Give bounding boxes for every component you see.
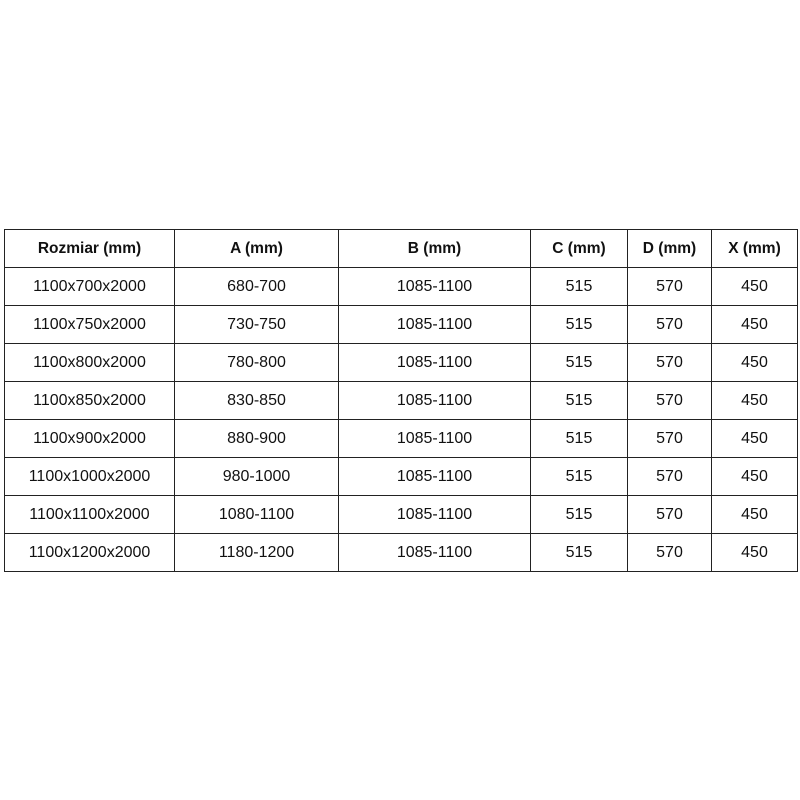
table-row: 1100x700x2000 680-700 1085-1100 515 570 450 [4,267,798,306]
table-row: 1100x850x2000 830-850 1085-1100 515 570 450 [4,381,798,420]
header-row: Rozmiar (mm) A (mm) B (mm) C (mm) D (mm) X (m… [4,229,798,268]
table-row: 1100x800x2000 780-800 1085-1100 515 570 450 [4,343,798,382]
table-cell: 515 [530,495,628,534]
table-row: 1100x750x2000 730-750 1085-1100 515 570 450 [4,305,798,344]
table-cell: 450 [711,267,798,306]
table-cell: 570 [627,533,712,572]
table-row: 1100x1100x2000 1080-1100 1085-1100 515 570 45… [4,495,798,534]
table-cell: 570 [627,343,712,382]
table-cell: 450 [711,457,798,496]
table-cell: 1100x1200x2000 [4,533,175,572]
table-cell: 515 [530,343,628,382]
column-header: A (mm) [174,229,339,268]
table-cell: 1085-1100 [338,305,531,344]
table-cell: 1100x1000x2000 [4,457,175,496]
table-cell: 515 [530,267,628,306]
table-cell: 570 [627,305,712,344]
column-header: B (mm) [338,229,531,268]
dimensions-table: Rozmiar (mm) A (mm) B (mm) C (mm) D (mm) X (m… [4,229,798,572]
table-cell: 450 [711,381,798,420]
table-cell: 730-750 [174,305,339,344]
table-cell: 1085-1100 [338,495,531,534]
table-row: 1100x1200x2000 1180-1200 1085-1100 515 570 45… [4,533,798,572]
table-cell: 515 [530,419,628,458]
column-header: C (mm) [530,229,628,268]
table-cell: 1085-1100 [338,381,531,420]
table-row: 1100x900x2000 880-900 1085-1100 515 570 450 [4,419,798,458]
table-cell: 1085-1100 [338,533,531,572]
table-cell: 1100x700x2000 [4,267,175,306]
table-cell: 880-900 [174,419,339,458]
table-cell: 570 [627,419,712,458]
table-cell: 450 [711,343,798,382]
table-row: 1100x1000x2000 980-1000 1085-1100 515 570 450 [4,457,798,496]
table-cell: 515 [530,381,628,420]
table-cell: 450 [711,305,798,344]
table-cell: 1085-1100 [338,457,531,496]
table-cell: 1100x800x2000 [4,343,175,382]
table-cell: 830-850 [174,381,339,420]
table-cell: 1085-1100 [338,419,531,458]
table-cell: 1100x750x2000 [4,305,175,344]
table-cell: 1080-1100 [174,495,339,534]
table-cell: 515 [530,533,628,572]
column-header: D (mm) [627,229,712,268]
table-cell: 1180-1200 [174,533,339,572]
table-cell: 1085-1100 [338,267,531,306]
table-cell: 570 [627,381,712,420]
table-cell: 450 [711,495,798,534]
table-cell: 570 [627,457,712,496]
table-cell: 780-800 [174,343,339,382]
table-cell: 1100x1100x2000 [4,495,175,534]
column-header: Rozmiar (mm) [4,229,175,268]
table-cell: 1100x850x2000 [4,381,175,420]
table-cell: 515 [530,305,628,344]
table-cell: 1085-1100 [338,343,531,382]
table-cell: 980-1000 [174,457,339,496]
table-cell: 450 [711,533,798,572]
table-cell: 1100x900x2000 [4,419,175,458]
table-cell: 570 [627,267,712,306]
table-cell: 515 [530,457,628,496]
table-cell: 680-700 [174,267,339,306]
table-cell: 450 [711,419,798,458]
table-cell: 570 [627,495,712,534]
column-header: X (mm) [711,229,798,268]
